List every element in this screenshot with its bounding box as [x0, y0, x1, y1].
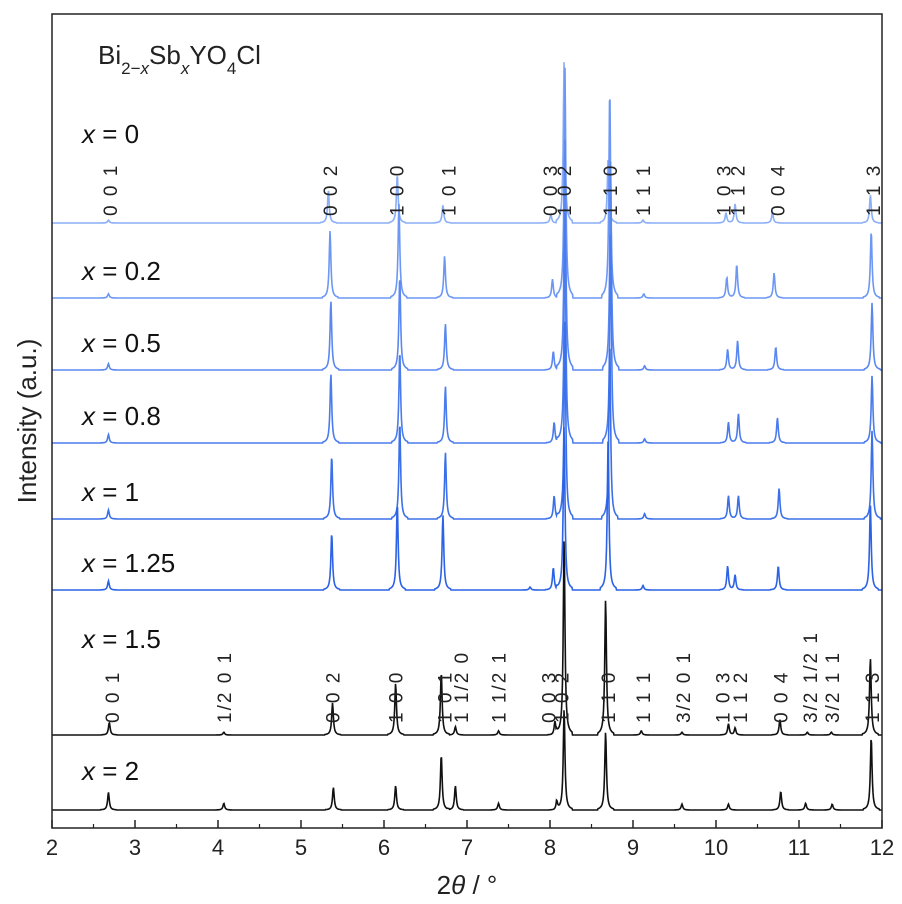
peak-label-0-4: 0 0 3	[541, 164, 562, 216]
peak-label-6-15: 3/2 1/2 1	[801, 631, 822, 723]
x-tick-label-9: 11	[788, 835, 811, 860]
x-tick-label-5: 7	[461, 835, 473, 860]
peak-label-0-5: 1 0 2	[555, 164, 576, 216]
peak-label-6-1: 1/2 0 1	[215, 651, 236, 723]
peak-label-6-0: 0 0 1	[103, 671, 124, 723]
peak-label-0-11: 1 1 3	[864, 164, 885, 216]
peak-label-6-10: 1 1 1	[634, 671, 655, 723]
peak-label-6-5: 1 1/2 0	[452, 651, 473, 723]
x-tick-label-10: 12	[870, 835, 894, 860]
series-label-3: x = 0.8	[80, 401, 161, 431]
y-axis-label: Intensity (a.u.)	[12, 339, 42, 504]
peak-label-6-3: 1 0 0	[387, 671, 408, 723]
peak-label-6-13: 1 1 2	[731, 671, 752, 723]
series-label-1: x = 0.2	[80, 256, 161, 286]
peak-label-0-1: 0 0 2	[321, 164, 342, 216]
series-line-5	[52, 426, 882, 591]
series-line-2	[52, 139, 882, 371]
series-label-4: x = 1	[80, 477, 139, 507]
x-tick-label-7: 9	[627, 835, 639, 860]
peak-label-6-11: 3/2 0 1	[674, 651, 695, 723]
series-label-6: x = 1.5	[80, 624, 161, 654]
chart-title: Bi2−xSbxYO4Cl	[98, 40, 261, 78]
series-line-4	[52, 321, 882, 520]
x-tick-label-2: 4	[212, 835, 224, 860]
series-line-1	[52, 67, 882, 299]
x-axis: 2 3 4 5 6 7 8 9 10 11 12	[46, 820, 894, 860]
peak-label-6-6: 1 1/2 1	[490, 651, 511, 723]
peak-label-0-9: 1 1 2	[729, 164, 750, 216]
peak-label-6-16: 3/2 1 1	[823, 651, 844, 723]
series-line-3	[52, 212, 882, 444]
series-label-2: x = 0.5	[80, 328, 161, 358]
x-axis-label: 2θ / °	[437, 870, 498, 900]
x-tick-label-6: 8	[544, 835, 556, 860]
peak-label-0-7: 1 1 1	[634, 164, 655, 216]
x-tick-label-4: 6	[378, 835, 390, 860]
peak-label-6-17: 1 1 3	[863, 671, 884, 723]
series-label-0: x = 0	[80, 119, 139, 149]
peak-label-0-3: 1 0 1	[440, 164, 461, 216]
series-line-6	[52, 541, 882, 736]
peak-label-6-2: 0 0 2	[324, 671, 345, 723]
x-tick-label-8: 10	[704, 835, 728, 860]
series-line-7	[52, 710, 882, 811]
series-label-7: x = 2	[80, 756, 139, 786]
peak-label-0-8: 1 0 3	[715, 164, 736, 216]
peak-label-6-9: 1 1 0	[599, 671, 620, 723]
peak-label-6-4: 1 0 1	[436, 671, 457, 723]
peak-label-6-14: 0 0 4	[772, 671, 793, 723]
peak-label-0-2: 1 0 0	[388, 164, 409, 216]
peak-label-6-7: 0 0 3	[539, 671, 560, 723]
peak-label-6-12: 1 0 3	[714, 671, 735, 723]
x-tick-label-1: 3	[129, 835, 141, 860]
series-line-0	[52, 62, 882, 224]
x-tick-label-3: 5	[295, 835, 307, 860]
series-layer	[52, 62, 882, 811]
peak-label-6-8: 1 0 2	[553, 671, 574, 723]
peak-label-0-0: 0 0 1	[101, 164, 122, 216]
x-tick-label-0: 2	[46, 835, 58, 860]
series-label-5: x = 1.25	[80, 548, 175, 578]
peak-label-0-10: 0 0 4	[768, 164, 789, 216]
peak-label-0-6: 1 1 0	[601, 164, 622, 216]
